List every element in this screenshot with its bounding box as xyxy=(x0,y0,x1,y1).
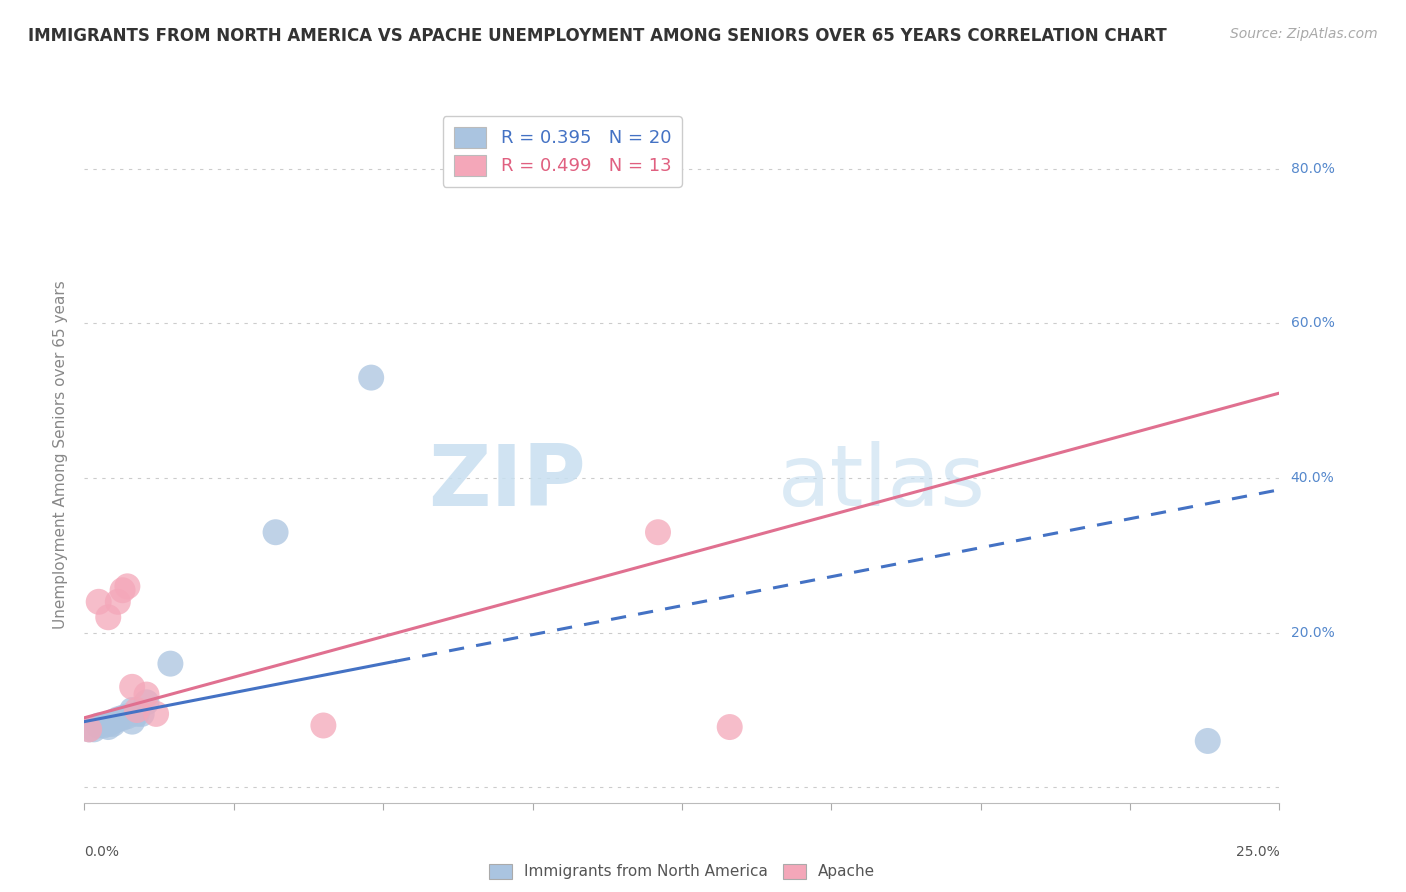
Point xyxy=(111,711,134,725)
Y-axis label: Unemployment Among Seniors over 65 years: Unemployment Among Seniors over 65 years xyxy=(53,281,69,629)
Point xyxy=(117,579,139,593)
Point xyxy=(312,718,335,732)
Text: 25.0%: 25.0% xyxy=(1236,845,1279,858)
Point xyxy=(107,595,129,609)
Point xyxy=(77,723,100,737)
Point xyxy=(718,720,741,734)
Point xyxy=(101,717,124,731)
Point xyxy=(87,595,110,609)
Legend: Immigrants from North America, Apache: Immigrants from North America, Apache xyxy=(482,857,882,886)
Point xyxy=(121,714,143,729)
Text: IMMIGRANTS FROM NORTH AMERICA VS APACHE UNEMPLOYMENT AMONG SENIORS OVER 65 YEARS: IMMIGRANTS FROM NORTH AMERICA VS APACHE … xyxy=(28,27,1167,45)
Point xyxy=(77,723,100,737)
Point xyxy=(111,583,134,598)
Point xyxy=(360,370,382,384)
Point xyxy=(125,703,148,717)
Point xyxy=(107,712,129,726)
Text: Source: ZipAtlas.com: Source: ZipAtlas.com xyxy=(1230,27,1378,41)
Point xyxy=(97,717,120,731)
Text: 20.0%: 20.0% xyxy=(1291,625,1334,640)
Text: 60.0%: 60.0% xyxy=(1291,317,1334,331)
Text: 40.0%: 40.0% xyxy=(1291,471,1334,485)
Point xyxy=(101,714,124,729)
Point xyxy=(97,720,120,734)
Point xyxy=(145,706,167,721)
Text: atlas: atlas xyxy=(778,442,986,524)
Point xyxy=(93,718,115,732)
Point xyxy=(647,525,669,540)
Point xyxy=(87,718,110,732)
Point xyxy=(121,703,143,717)
Point xyxy=(125,706,148,721)
Text: 0.0%: 0.0% xyxy=(84,845,120,858)
Point xyxy=(117,709,139,723)
Point xyxy=(131,706,153,721)
Point xyxy=(97,610,120,624)
Point xyxy=(135,695,157,709)
Point xyxy=(159,657,181,671)
Point xyxy=(135,688,157,702)
Text: ZIP: ZIP xyxy=(429,442,586,524)
Point xyxy=(83,723,105,737)
Point xyxy=(1197,734,1219,748)
Point xyxy=(264,525,287,540)
Text: 80.0%: 80.0% xyxy=(1291,161,1334,176)
Point xyxy=(121,680,143,694)
